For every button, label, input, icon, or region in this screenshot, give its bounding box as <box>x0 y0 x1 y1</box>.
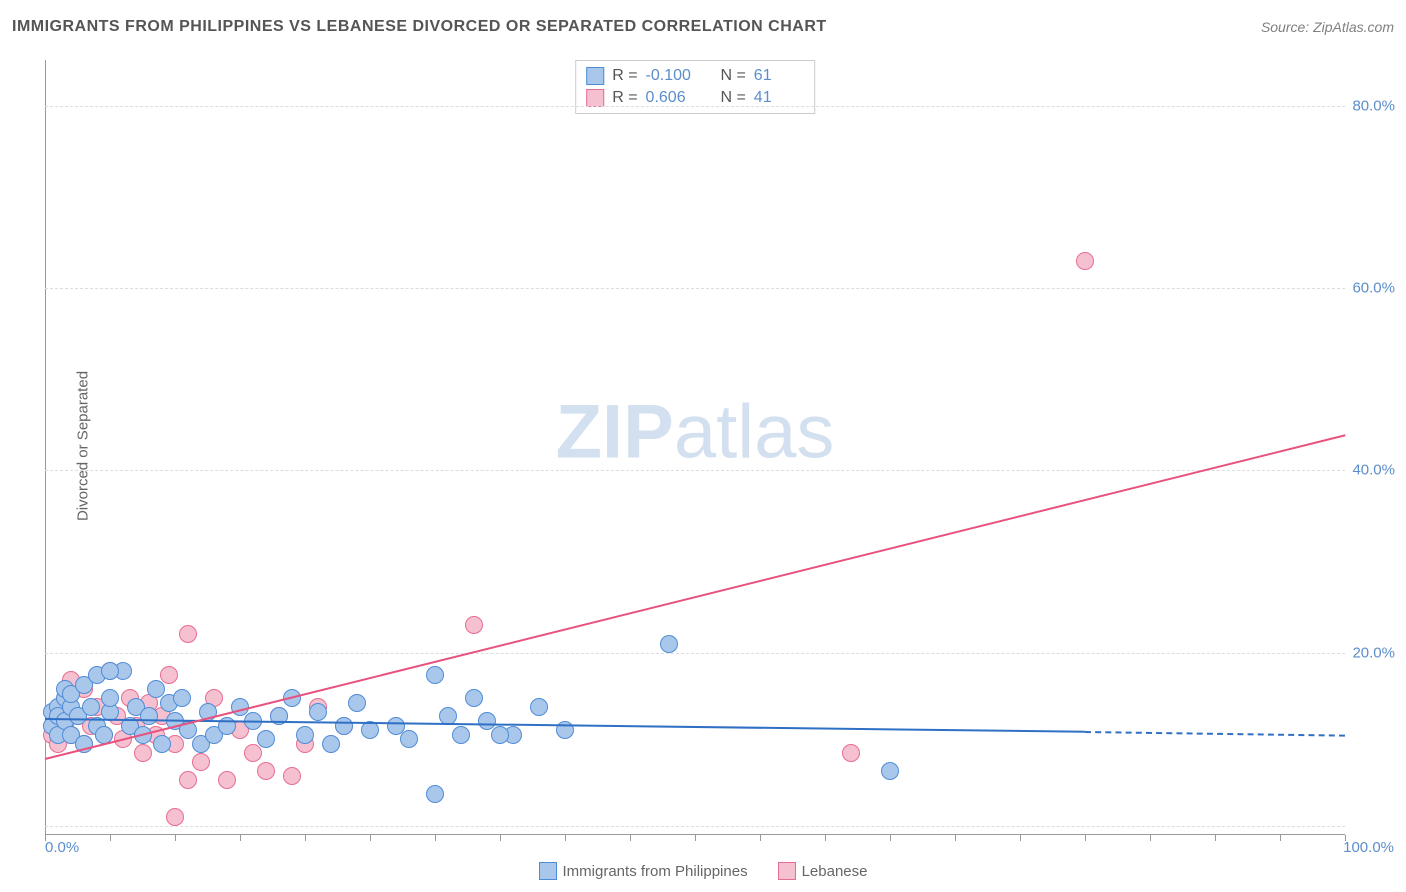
x-tick <box>825 835 826 841</box>
data-point <box>491 726 509 744</box>
x-tick <box>955 835 956 841</box>
swatch-lebanese-bottom <box>778 862 796 880</box>
x-tick <box>1020 835 1021 841</box>
data-point <box>153 735 171 753</box>
swatch-philippines <box>586 67 604 85</box>
r-value-lebanese: 0.606 <box>646 89 696 107</box>
data-point <box>192 753 210 771</box>
data-point <box>179 625 197 643</box>
n-label: N = <box>720 89 745 107</box>
x-tick <box>890 835 891 841</box>
r-value-philippines: -0.100 <box>646 67 696 85</box>
x-tick <box>370 835 371 841</box>
data-point <box>257 730 275 748</box>
data-point <box>400 730 418 748</box>
x-tick <box>175 835 176 841</box>
data-point <box>140 707 158 725</box>
x-tick <box>500 835 501 841</box>
data-point <box>166 808 184 826</box>
x-tick <box>1150 835 1151 841</box>
data-point <box>465 689 483 707</box>
legend-item-philippines: Immigrants from Philippines <box>539 862 748 880</box>
data-point <box>530 698 548 716</box>
x-tick <box>110 835 111 841</box>
data-point <box>426 785 444 803</box>
x-axis-left-label: 0.0% <box>45 839 79 856</box>
gridline <box>45 470 1345 471</box>
data-point <box>173 689 191 707</box>
x-tick <box>760 835 761 841</box>
data-point <box>218 771 236 789</box>
source-label: Source: ZipAtlas.com <box>1261 19 1394 35</box>
n-value-lebanese: 41 <box>754 89 804 107</box>
legend-item-lebanese: Lebanese <box>778 862 868 880</box>
r-label: R = <box>612 89 637 107</box>
gridline <box>45 826 1345 827</box>
legend-label-lebanese: Lebanese <box>802 863 868 880</box>
watermark-light: atlas <box>674 390 835 475</box>
data-point <box>101 662 119 680</box>
y-tick-label: 80.0% <box>1352 97 1395 114</box>
data-point <box>309 703 327 721</box>
data-point <box>348 694 366 712</box>
data-point <box>257 762 275 780</box>
gridline <box>45 653 1345 654</box>
x-tick <box>630 835 631 841</box>
data-point <box>322 735 340 753</box>
x-axis-right-label: 100.0% <box>1343 839 1394 856</box>
x-tick <box>1280 835 1281 841</box>
x-tick <box>695 835 696 841</box>
data-point <box>179 771 197 789</box>
data-point <box>134 744 152 762</box>
x-tick <box>1215 835 1216 841</box>
plot-area: ZIPatlas R = -0.100 N = 61 R = 0.606 N =… <box>45 60 1345 835</box>
x-tick <box>435 835 436 841</box>
data-point <box>465 616 483 634</box>
data-point <box>283 767 301 785</box>
watermark-bold: ZIP <box>556 390 674 475</box>
data-point <box>82 698 100 716</box>
y-tick-label: 60.0% <box>1352 279 1395 296</box>
data-point <box>1076 252 1094 270</box>
data-point <box>452 726 470 744</box>
data-point <box>296 726 314 744</box>
n-label: N = <box>720 67 745 85</box>
series-legend: Immigrants from Philippines Lebanese <box>0 862 1406 880</box>
x-tick <box>305 835 306 841</box>
y-tick-label: 40.0% <box>1352 462 1395 479</box>
x-tick <box>565 835 566 841</box>
data-point <box>426 666 444 684</box>
trend-line <box>45 434 1345 760</box>
y-tick-label: 20.0% <box>1352 644 1395 661</box>
data-point <box>101 689 119 707</box>
chart-title: IMMIGRANTS FROM PHILIPPINES VS LEBANESE … <box>12 18 827 36</box>
r-label: R = <box>612 67 637 85</box>
watermark: ZIPatlas <box>556 389 835 476</box>
legend-label-philippines: Immigrants from Philippines <box>563 863 748 880</box>
trend-line-extrapolated <box>1085 731 1345 737</box>
swatch-philippines-bottom <box>539 862 557 880</box>
swatch-lebanese <box>586 89 604 107</box>
gridline <box>45 288 1345 289</box>
data-point <box>842 744 860 762</box>
data-point <box>244 744 262 762</box>
stats-row-philippines: R = -0.100 N = 61 <box>586 65 804 87</box>
data-point <box>335 717 353 735</box>
chart-header: IMMIGRANTS FROM PHILIPPINES VS LEBANESE … <box>12 18 1394 36</box>
x-tick <box>240 835 241 841</box>
data-point <box>881 762 899 780</box>
gridline <box>45 106 1345 107</box>
data-point <box>660 635 678 653</box>
n-value-philippines: 61 <box>754 67 804 85</box>
data-point <box>160 666 178 684</box>
x-tick <box>1085 835 1086 841</box>
